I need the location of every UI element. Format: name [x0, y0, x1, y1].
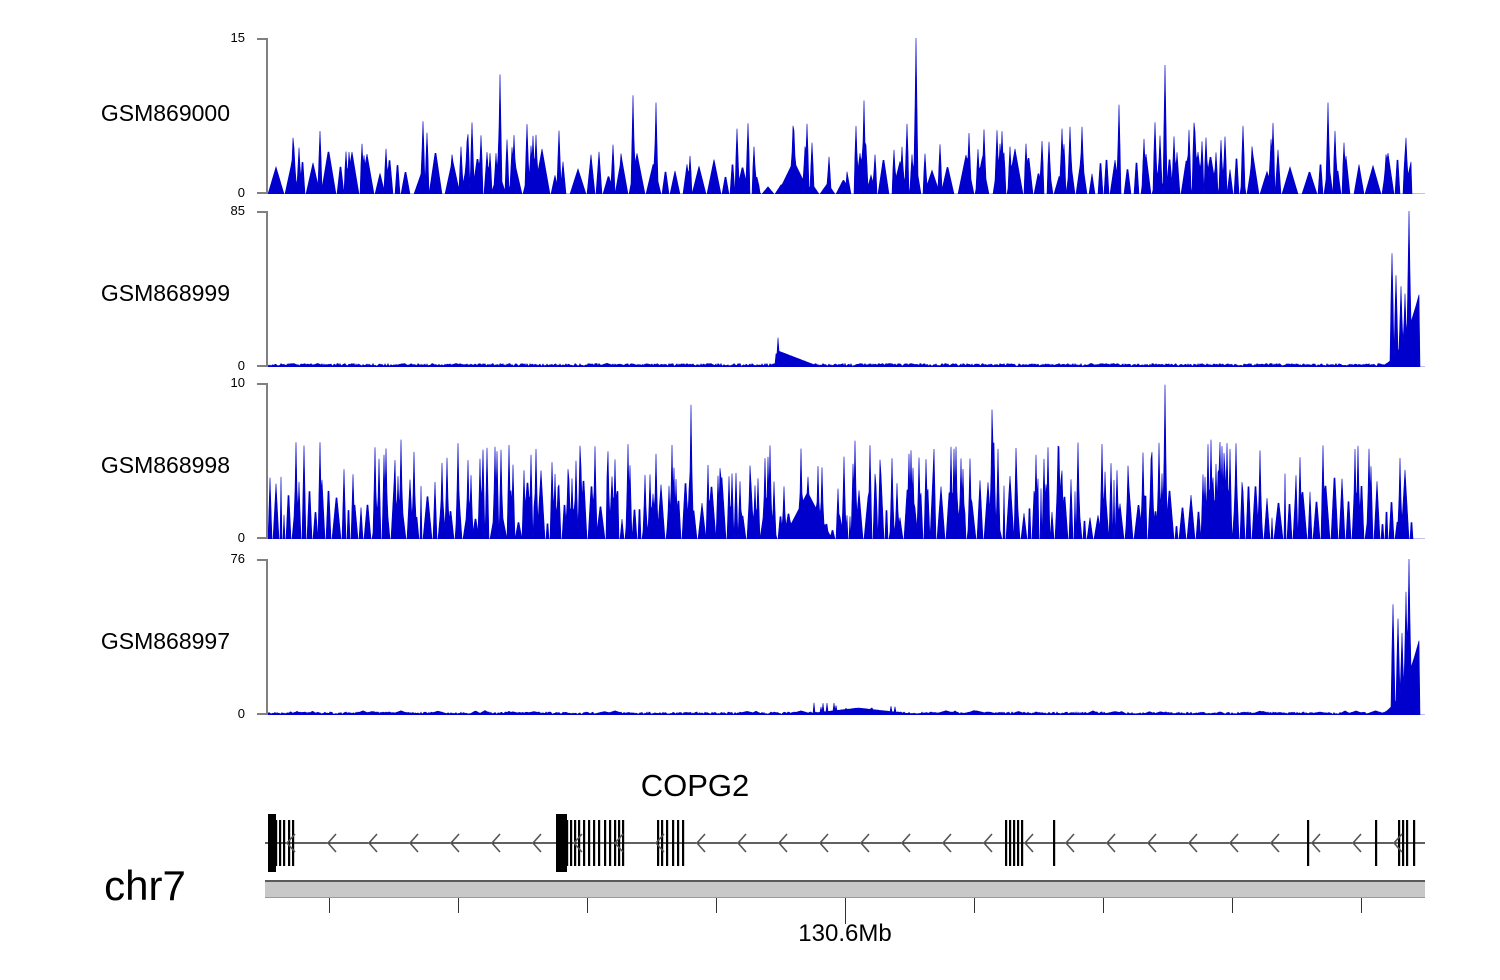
track-y-tick-top-gsm868998 [257, 383, 266, 385]
track-axis-min-gsm868999: 0 [237, 358, 245, 373]
track-label-gsm868998: GSM868998 [100, 452, 230, 478]
ruler-tick-minor [458, 898, 459, 913]
gene-annotation-panel[interactable]: COPG2 [0, 755, 1500, 885]
ideogram-bar[interactable] [265, 880, 1425, 898]
coverage-plot-gsm869000[interactable] [268, 38, 1426, 194]
coverage-svg-gsm869000 [268, 38, 1425, 194]
track-y-tick-top-gsm868997 [257, 559, 266, 561]
track-y-tick-top-gsm868999 [257, 211, 266, 213]
track-y-axis-gsm869000 [266, 38, 268, 194]
track-y-axis-gsm868999 [266, 211, 268, 367]
ruler-tick-minor [716, 898, 717, 913]
track-axis-max-gsm868998: 10 [230, 375, 245, 390]
ruler-tick-minor [329, 898, 330, 913]
gene-model-svg[interactable] [0, 810, 1500, 885]
track-axis-min-gsm869000: 0 [237, 185, 245, 200]
track-y-tick-bottom-gsm868999 [257, 365, 266, 367]
track-axis-max-gsm869000: 15 [230, 30, 245, 45]
ruler-tick-minor [974, 898, 975, 913]
ruler-tick-minor [587, 898, 588, 913]
coverage-track-gsm869000[interactable]: GSM869000 15 0 [0, 0, 1500, 200]
chromosome-label: chr7 [104, 862, 186, 909]
track-y-axis-gsm868998 [266, 383, 268, 539]
track-y-tick-bottom-gsm868997 [257, 713, 266, 715]
gene-name-text: COPG2 [640, 768, 750, 803]
ruler-tick-major [845, 898, 846, 924]
coverage-svg-gsm868999 [268, 211, 1425, 367]
coverage-track-gsm868998[interactable]: GSM868998 10 0 [0, 372, 1500, 545]
track-y-tick-bottom-gsm868998 [257, 537, 266, 539]
ruler-tick-minor [1103, 898, 1104, 913]
track-axis-min-gsm868997: 0 [237, 706, 245, 721]
ruler-tick-minor [1232, 898, 1233, 913]
track-label-gsm869000: GSM869000 [100, 100, 230, 126]
track-axis-min-gsm868998: 0 [237, 530, 245, 545]
track-axis-max-gsm868997: 76 [230, 551, 245, 566]
coverage-plot-gsm868999[interactable] [268, 211, 1426, 367]
coverage-svg-gsm868998 [268, 384, 1425, 539]
coverage-track-gsm868997[interactable]: GSM868997 76 0 [0, 544, 1500, 724]
track-y-tick-bottom-gsm869000 [257, 192, 266, 194]
ruler-tick-minor [1361, 898, 1362, 913]
track-label-gsm868999: GSM868999 [100, 280, 230, 306]
track-y-tick-top-gsm869000 [257, 38, 266, 40]
track-axis-max-gsm868999: 85 [230, 203, 245, 218]
track-label-gsm868997: GSM868997 [100, 628, 230, 654]
gene-name-label: COPG2 [0, 768, 1500, 804]
coverage-svg-gsm868997 [268, 559, 1425, 715]
ruler-center-label: 130.6Mb [798, 920, 892, 947]
coverage-plot-gsm868998[interactable] [268, 383, 1426, 539]
coverage-plot-gsm868997[interactable] [268, 559, 1426, 715]
coverage-track-gsm868999[interactable]: GSM868999 85 0 [0, 200, 1500, 373]
track-y-axis-gsm868997 [266, 559, 268, 715]
